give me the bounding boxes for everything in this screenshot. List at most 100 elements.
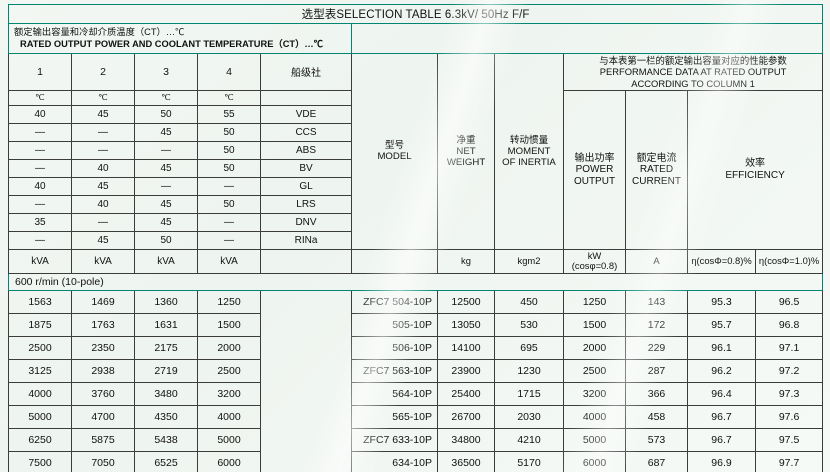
moment-of-inertia-value: 2030	[494, 404, 564, 429]
model-value: 505-10P	[351, 312, 438, 337]
model-value: 564-10P	[351, 381, 438, 406]
temp-col4: 50	[197, 158, 261, 178]
moment-of-inertia-value: 5170	[494, 450, 564, 472]
society-name: VDE	[260, 104, 352, 124]
kva-col4: 2500	[197, 358, 261, 383]
rated-current-value: 143	[625, 289, 688, 314]
page-title: 选型表SELECTION TABLE 6.3kV/ 50Hz F/F	[7, 4, 824, 24]
temp-col3: 45	[134, 194, 198, 214]
unit-kw-line2: (cosφ=0.8)	[571, 260, 618, 272]
temp-col2: 45	[71, 230, 135, 250]
table-row: 40 45 — — GL	[8, 176, 823, 196]
performance-header-en1: PERFORMANCE DATA AT RATED OUTPUT	[599, 66, 787, 78]
kva-col3: 5438	[134, 427, 198, 452]
efficiency-08-value: 96.7	[687, 404, 756, 429]
units-row: kVA kVA kVA kVA kg kgm2 kW (cosφ=0.8) A …	[8, 248, 824, 274]
model-value: ZFC7 563-10P	[351, 358, 438, 383]
temp-col1: 40	[8, 104, 72, 124]
kva-col4: 1250	[197, 289, 261, 314]
kva-col3: 6525	[134, 450, 198, 472]
power-output-header-en1: POWER	[575, 164, 614, 176]
unit-kva-4: kVA	[197, 248, 261, 274]
table-row: 35 — 45 — DNV	[8, 212, 823, 232]
net-weight-header-en1: NET	[456, 145, 476, 157]
model-value: ZFC7 504-10P	[351, 289, 438, 314]
society-blank	[260, 89, 352, 106]
temp-col1: —	[8, 140, 72, 160]
temp-col1: 40	[8, 176, 72, 196]
table-row: — 45 50 — RINa	[8, 230, 823, 250]
model-header-cn: 型号	[384, 140, 405, 152]
net-weight-header-cn: 净重	[456, 134, 476, 146]
column-index-3: 3	[134, 53, 198, 91]
efficiency-10-value: 97.2	[754, 358, 824, 383]
net-weight-value: 26700	[437, 404, 495, 429]
society-name: GL	[260, 176, 352, 196]
temp-col3: —	[134, 140, 198, 160]
kva-col3: 2175	[134, 335, 198, 360]
unit-kg: kg	[437, 248, 495, 274]
degree-unit-row: ℃ ℃ ℃ ℃ 输出功率 POWER OUTPUT 额定电流 RATED CUR…	[8, 89, 824, 250]
model-value: ZFC7 633-10P	[351, 427, 438, 452]
power-output-value: 1500	[563, 312, 626, 337]
rated-current-value: 573	[625, 427, 688, 452]
moment-header-en2: OF INERTIA	[502, 156, 556, 168]
temp-col4: —	[197, 230, 261, 250]
table-row: 2500 2350 2175 2000 506-10P 14100 695 20…	[8, 335, 824, 360]
efficiency-08-value: 96.7	[687, 427, 756, 452]
performance-header-en2: ACCORDING TO COLUMN 1	[631, 77, 755, 89]
temp-col4: —	[197, 212, 261, 232]
table-row: — — — 50 ABS	[8, 140, 823, 160]
column-index-row: 1 2 3 4 船级社 型号 MODEL 净重 NET WEIGHT 转动惯量 …	[8, 53, 824, 250]
kva-col3: 2719	[134, 358, 198, 383]
temp-col1: 35	[8, 212, 72, 232]
table-row: 1875 1763 1631 1500 505-10P 13050 530 15…	[8, 312, 824, 337]
rated-output-header: 额定输出容量和冷却介质温度（CT）…℃ RATED OUTPUT POWER A…	[8, 23, 352, 54]
kva-col4: 3200	[197, 381, 261, 406]
model-value: 565-10P	[351, 404, 438, 429]
net-weight-value: 12500	[437, 289, 495, 314]
society-header: 船级社	[260, 53, 352, 91]
power-output-header-cn: 输出功率	[574, 152, 615, 164]
moment-of-inertia-value: 1230	[494, 358, 564, 383]
kva-col1: 4000	[8, 381, 72, 406]
rated-current-value: 687	[625, 450, 688, 472]
efficiency-10-value: 96.5	[754, 289, 824, 314]
kva-col3: 4350	[134, 404, 198, 429]
net-weight-value: 34800	[437, 427, 495, 452]
society-name: ABS	[260, 140, 352, 160]
selection-table: 选型表SELECTION TABLE 6.3kV/ 50Hz F/F 额定输出容…	[7, 4, 824, 472]
rated-current-value: 172	[625, 312, 688, 337]
kva-col1: 6250	[8, 427, 72, 452]
moment-of-inertia-value: 530	[494, 312, 564, 337]
temp-col4: 55	[197, 104, 261, 124]
power-output-value: 2500	[563, 358, 626, 383]
kva-col4: 1500	[197, 312, 261, 337]
efficiency-10-value: 97.1	[754, 335, 824, 360]
kva-col1: 2500	[8, 335, 72, 360]
table-row: 7500 7050 6525 6000 634-10P 36500 5170 6…	[8, 450, 824, 472]
degc-unit-4: ℃	[197, 89, 261, 106]
unit-efficiency-08: η(cosΦ=0.8)%	[687, 248, 756, 274]
society-name: LRS	[260, 194, 352, 214]
temp-col2: 45	[71, 104, 135, 124]
efficiency-08-value: 96.4	[687, 381, 756, 406]
net-weight-value: 13050	[437, 312, 495, 337]
moment-of-inertia-value: 4210	[494, 427, 564, 452]
temp-col3: 50	[134, 230, 198, 250]
kva-col3: 3480	[134, 381, 198, 406]
net-weight-value: 36500	[437, 450, 495, 472]
section-band-600rpm: 600 r/min (10-pole)	[7, 272, 824, 291]
efficiency-10-value: 97.7	[754, 450, 824, 472]
rated-output-header-en: RATED OUTPUT POWER AND COOLANT TEMPERATU…	[20, 38, 323, 49]
temp-col3: 45	[134, 158, 198, 178]
unit-ampere: A	[625, 248, 688, 274]
kva-col1: 5000	[8, 404, 72, 429]
unit-kw-line1: kW	[587, 249, 602, 261]
net-weight-value: 14100	[437, 335, 495, 360]
power-output-value: 3200	[563, 381, 626, 406]
temp-col2: —	[71, 212, 135, 232]
rated-current-value: 287	[625, 358, 688, 383]
temp-col2: 45	[71, 176, 135, 196]
